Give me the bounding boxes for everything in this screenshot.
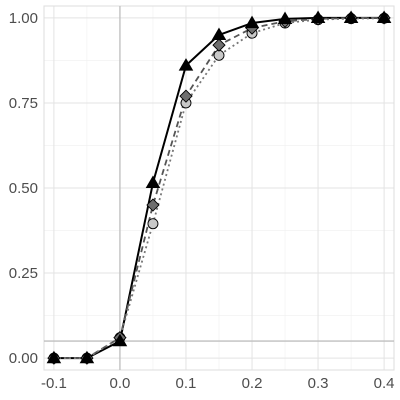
diamond-point bbox=[212, 38, 226, 52]
diamond-point bbox=[179, 89, 193, 103]
y-axis-tick-labels: 0.00 0.25 0.50 0.75 1.00 bbox=[9, 10, 38, 367]
circle-point bbox=[147, 218, 159, 230]
circle-point bbox=[213, 49, 225, 61]
triangle-point bbox=[112, 333, 128, 347]
triangle-point bbox=[46, 350, 62, 364]
triangle-point bbox=[244, 15, 260, 29]
triangle-point bbox=[79, 350, 95, 364]
triangle-point bbox=[145, 175, 161, 189]
series-markers bbox=[46, 10, 392, 365]
x-tick-label: 0.3 bbox=[308, 375, 329, 392]
x-axis-tick-labels: -0.1 0.0 0.1 0.2 0.3 0.4 bbox=[41, 375, 395, 392]
y-tick-label: 0.00 bbox=[9, 350, 38, 367]
triangle-point bbox=[376, 10, 392, 24]
y-tick-label: 0.75 bbox=[9, 95, 38, 112]
y-tick-label: 0.25 bbox=[9, 265, 38, 282]
triangle-point bbox=[178, 58, 194, 71]
panel-border bbox=[43, 5, 395, 371]
triangle-point bbox=[343, 10, 359, 24]
diamond-point bbox=[146, 198, 160, 212]
triangle-point bbox=[211, 27, 227, 41]
y-tick-label: 1.00 bbox=[9, 10, 38, 27]
triangle-point bbox=[310, 10, 326, 24]
x-tick-label: 0.1 bbox=[176, 375, 197, 392]
x-tick-label: 0.2 bbox=[242, 375, 263, 392]
reference-lines bbox=[44, 6, 394, 370]
y-tick-label: 0.50 bbox=[9, 180, 38, 197]
x-tick-label: 0.4 bbox=[374, 375, 395, 392]
x-tick-label: -0.1 bbox=[41, 375, 67, 392]
triangle-point bbox=[277, 11, 293, 25]
x-tick-label: 0.0 bbox=[110, 375, 131, 392]
